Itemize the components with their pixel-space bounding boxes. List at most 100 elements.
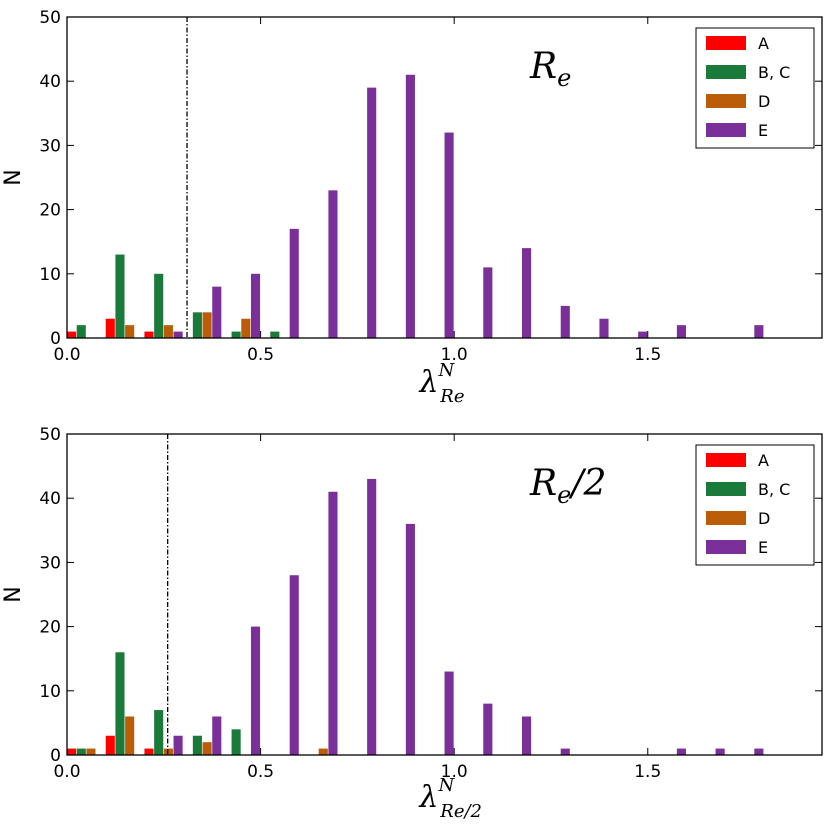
y-tick-label: 10 xyxy=(39,265,61,285)
x-tick-label: 0.5 xyxy=(247,762,274,782)
legend-label: D xyxy=(758,509,770,528)
bar xyxy=(754,748,764,755)
legend-swatch xyxy=(706,36,746,50)
x-label-base: λ xyxy=(419,780,439,815)
bar xyxy=(560,748,570,755)
y-tick-label: 40 xyxy=(39,489,61,509)
bar xyxy=(328,190,338,338)
bar xyxy=(270,331,280,338)
bar xyxy=(115,254,125,338)
x-axis-label: λN Re xyxy=(419,360,465,407)
y-tick-label: 30 xyxy=(39,136,61,156)
bar xyxy=(231,331,241,338)
legend-label: B, C xyxy=(758,480,790,499)
bar xyxy=(105,735,115,755)
bar xyxy=(154,710,164,755)
x-tick-label: 1.5 xyxy=(634,345,661,365)
bar xyxy=(202,312,212,338)
legend: A B, C DE xyxy=(695,444,815,566)
y-tick-label: 0 xyxy=(50,746,61,766)
annotation-main: R xyxy=(529,463,557,504)
legend-swatch xyxy=(706,123,746,137)
bar xyxy=(202,742,212,755)
bar xyxy=(444,132,454,338)
bar xyxy=(715,748,725,755)
bar xyxy=(638,331,648,338)
legend-swatch xyxy=(706,65,746,79)
annotation-sub: e xyxy=(557,481,571,509)
annotation-sub: e xyxy=(557,64,571,92)
bar xyxy=(76,325,86,338)
bar xyxy=(328,491,338,755)
legend-label: B, C xyxy=(758,63,790,82)
bar xyxy=(367,87,377,339)
bar xyxy=(754,325,764,338)
bar xyxy=(86,748,96,755)
x-tick-label: 1.5 xyxy=(634,762,661,782)
bar xyxy=(67,331,77,338)
x-label-sub: Re xyxy=(439,386,464,407)
bar xyxy=(212,286,222,338)
y-axis-label: N xyxy=(1,586,26,602)
bar xyxy=(405,523,415,755)
bar xyxy=(105,318,115,338)
x-tick-label: 0.5 xyxy=(247,345,274,365)
bars xyxy=(67,74,764,339)
bar xyxy=(144,748,154,755)
bar xyxy=(318,748,328,755)
x-tick-label: 1.0 xyxy=(441,345,468,365)
y-tick-label: 30 xyxy=(39,553,61,573)
panel-annotation: Re xyxy=(529,46,571,92)
bar xyxy=(173,735,183,755)
bar xyxy=(599,318,609,338)
y-tick-label: 0 xyxy=(50,329,61,349)
bar xyxy=(444,671,454,755)
bar xyxy=(76,748,86,755)
legend-label: A xyxy=(758,34,769,53)
bar xyxy=(115,652,125,755)
bar xyxy=(192,735,202,755)
bar xyxy=(289,228,299,338)
bar xyxy=(212,716,222,755)
legend-label: E xyxy=(758,121,768,140)
y-tick-label: 20 xyxy=(39,618,61,638)
bar xyxy=(154,273,164,338)
axes-frame xyxy=(66,16,823,339)
bar xyxy=(241,318,251,338)
bar xyxy=(250,626,261,755)
bar xyxy=(250,273,261,338)
legend-swatch xyxy=(706,453,746,467)
bars xyxy=(67,478,764,755)
panel-annotation: Re/2 xyxy=(529,463,606,509)
bar xyxy=(163,325,173,338)
x-label-base: λ xyxy=(419,365,439,400)
bar xyxy=(676,748,686,755)
x-label-sub: Re/2 xyxy=(439,801,482,822)
bar xyxy=(522,248,532,338)
bar xyxy=(125,325,135,338)
y-tick-label: 40 xyxy=(39,72,61,92)
x-label-sup: N xyxy=(438,360,456,381)
legend-label: D xyxy=(758,92,770,111)
bar xyxy=(192,312,202,338)
bar xyxy=(231,729,241,755)
x-tick-label: 1.0 xyxy=(441,762,468,782)
x-tick-label: 0.0 xyxy=(53,762,80,782)
bar xyxy=(163,748,173,755)
x-axis-label: λN Re/2 xyxy=(419,775,483,822)
bar xyxy=(483,703,493,755)
legend-swatch xyxy=(706,482,746,496)
bar xyxy=(125,716,135,755)
x-label-sup: N xyxy=(438,775,456,796)
bar xyxy=(483,267,493,338)
legend-swatch xyxy=(706,540,746,554)
axes-frame xyxy=(66,433,823,756)
x-tick-label: 0.0 xyxy=(53,345,80,365)
legend-label: E xyxy=(758,538,768,557)
bar xyxy=(560,305,570,338)
bar xyxy=(676,325,686,338)
y-tick-label: 50 xyxy=(39,425,61,445)
y-tick-label: 10 xyxy=(39,682,61,702)
